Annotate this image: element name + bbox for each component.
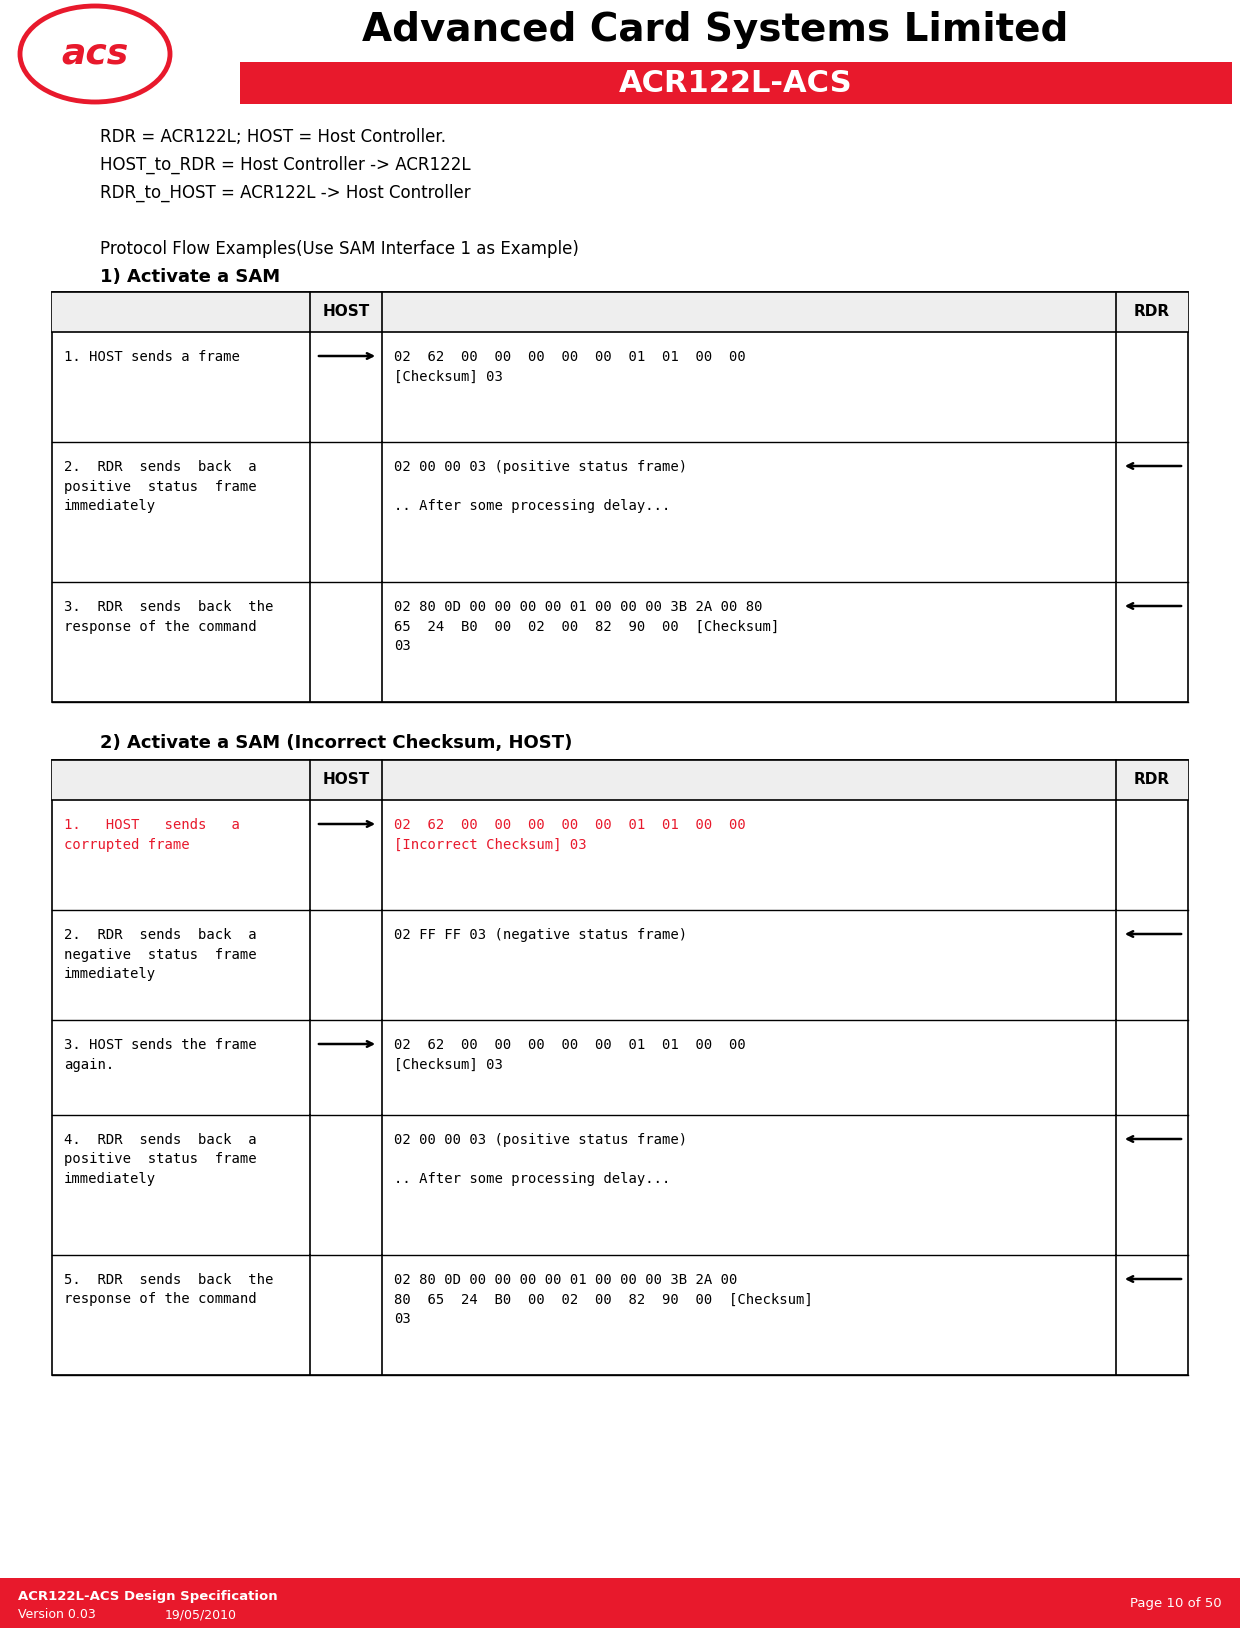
Text: HOST: HOST xyxy=(322,304,370,319)
Text: Version 0.03: Version 0.03 xyxy=(19,1608,95,1621)
Bar xyxy=(241,62,1233,104)
Text: ACR122L-ACS Design Specification: ACR122L-ACS Design Specification xyxy=(19,1591,278,1604)
Text: RDR: RDR xyxy=(1133,304,1171,319)
Text: 02 80 0D 00 00 00 00 01 00 00 00 3B 2A 00 80
65  24  B0  00  02  00  82  90  00 : 02 80 0D 00 00 00 00 01 00 00 00 3B 2A 0… xyxy=(394,601,779,653)
Text: RDR: RDR xyxy=(1133,773,1171,788)
Bar xyxy=(52,291,1188,332)
Text: 3.  RDR  sends  back  the
response of the command: 3. RDR sends back the response of the co… xyxy=(64,601,273,633)
Text: HOST_to_RDR = Host Controller -> ACR122L: HOST_to_RDR = Host Controller -> ACR122L xyxy=(100,156,471,174)
Text: 02 FF FF 03 (negative status frame): 02 FF FF 03 (negative status frame) xyxy=(394,928,687,943)
Text: 1. HOST sends a frame: 1. HOST sends a frame xyxy=(64,350,239,365)
Text: 5.  RDR  sends  back  the
response of the command: 5. RDR sends back the response of the co… xyxy=(64,1273,273,1307)
Text: 1.   HOST   sends   a
corrupted frame: 1. HOST sends a corrupted frame xyxy=(64,817,239,851)
Bar xyxy=(52,760,1188,1376)
Text: 3. HOST sends the frame
again.: 3. HOST sends the frame again. xyxy=(64,1039,257,1071)
Text: Advanced Card Systems Limited: Advanced Card Systems Limited xyxy=(362,11,1068,49)
Text: HOST: HOST xyxy=(322,773,370,788)
Text: 02 00 00 03 (positive status frame)

.. After some processing delay...: 02 00 00 03 (positive status frame) .. A… xyxy=(394,461,687,513)
Text: acs: acs xyxy=(61,37,129,72)
Text: 2) Activate a SAM (Incorrect Checksum, HOST): 2) Activate a SAM (Incorrect Checksum, H… xyxy=(100,734,573,752)
Text: 2.  RDR  sends  back  a
negative  status  frame
immediately: 2. RDR sends back a negative status fram… xyxy=(64,928,257,982)
Bar xyxy=(52,291,1188,702)
Text: 02 00 00 03 (positive status frame)

.. After some processing delay...: 02 00 00 03 (positive status frame) .. A… xyxy=(394,1133,687,1187)
Text: 1) Activate a SAM: 1) Activate a SAM xyxy=(100,269,280,287)
Text: ACR122L-ACS: ACR122L-ACS xyxy=(619,68,853,98)
Text: 02  62  00  00  00  00  00  01  01  00  00
[Incorrect Checksum] 03: 02 62 00 00 00 00 00 01 01 00 00 [Incorr… xyxy=(394,817,745,851)
Bar xyxy=(52,760,1188,799)
Text: 02  62  00  00  00  00  00  01  01  00  00
[Checksum] 03: 02 62 00 00 00 00 00 01 01 00 00 [Checks… xyxy=(394,350,745,384)
Ellipse shape xyxy=(20,7,170,103)
Text: 02  62  00  00  00  00  00  01  01  00  00
[Checksum] 03: 02 62 00 00 00 00 00 01 01 00 00 [Checks… xyxy=(394,1039,745,1071)
Text: 19/05/2010: 19/05/2010 xyxy=(165,1608,237,1621)
Bar xyxy=(0,1578,1240,1628)
Text: 4.  RDR  sends  back  a
positive  status  frame
immediately: 4. RDR sends back a positive status fram… xyxy=(64,1133,257,1187)
Bar xyxy=(0,0,1240,107)
Text: RDR = ACR122L; HOST = Host Controller.: RDR = ACR122L; HOST = Host Controller. xyxy=(100,129,446,147)
Text: 02 80 0D 00 00 00 00 01 00 00 00 3B 2A 00
80  65  24  B0  00  02  00  82  90  00: 02 80 0D 00 00 00 00 01 00 00 00 3B 2A 0… xyxy=(394,1273,812,1325)
Text: Protocol Flow Examples(Use SAM Interface 1 as Example): Protocol Flow Examples(Use SAM Interface… xyxy=(100,239,579,257)
Text: 2.  RDR  sends  back  a
positive  status  frame
immediately: 2. RDR sends back a positive status fram… xyxy=(64,461,257,513)
Text: Page 10 of 50: Page 10 of 50 xyxy=(1131,1597,1221,1610)
Text: RDR_to_HOST = ACR122L -> Host Controller: RDR_to_HOST = ACR122L -> Host Controller xyxy=(100,184,471,202)
